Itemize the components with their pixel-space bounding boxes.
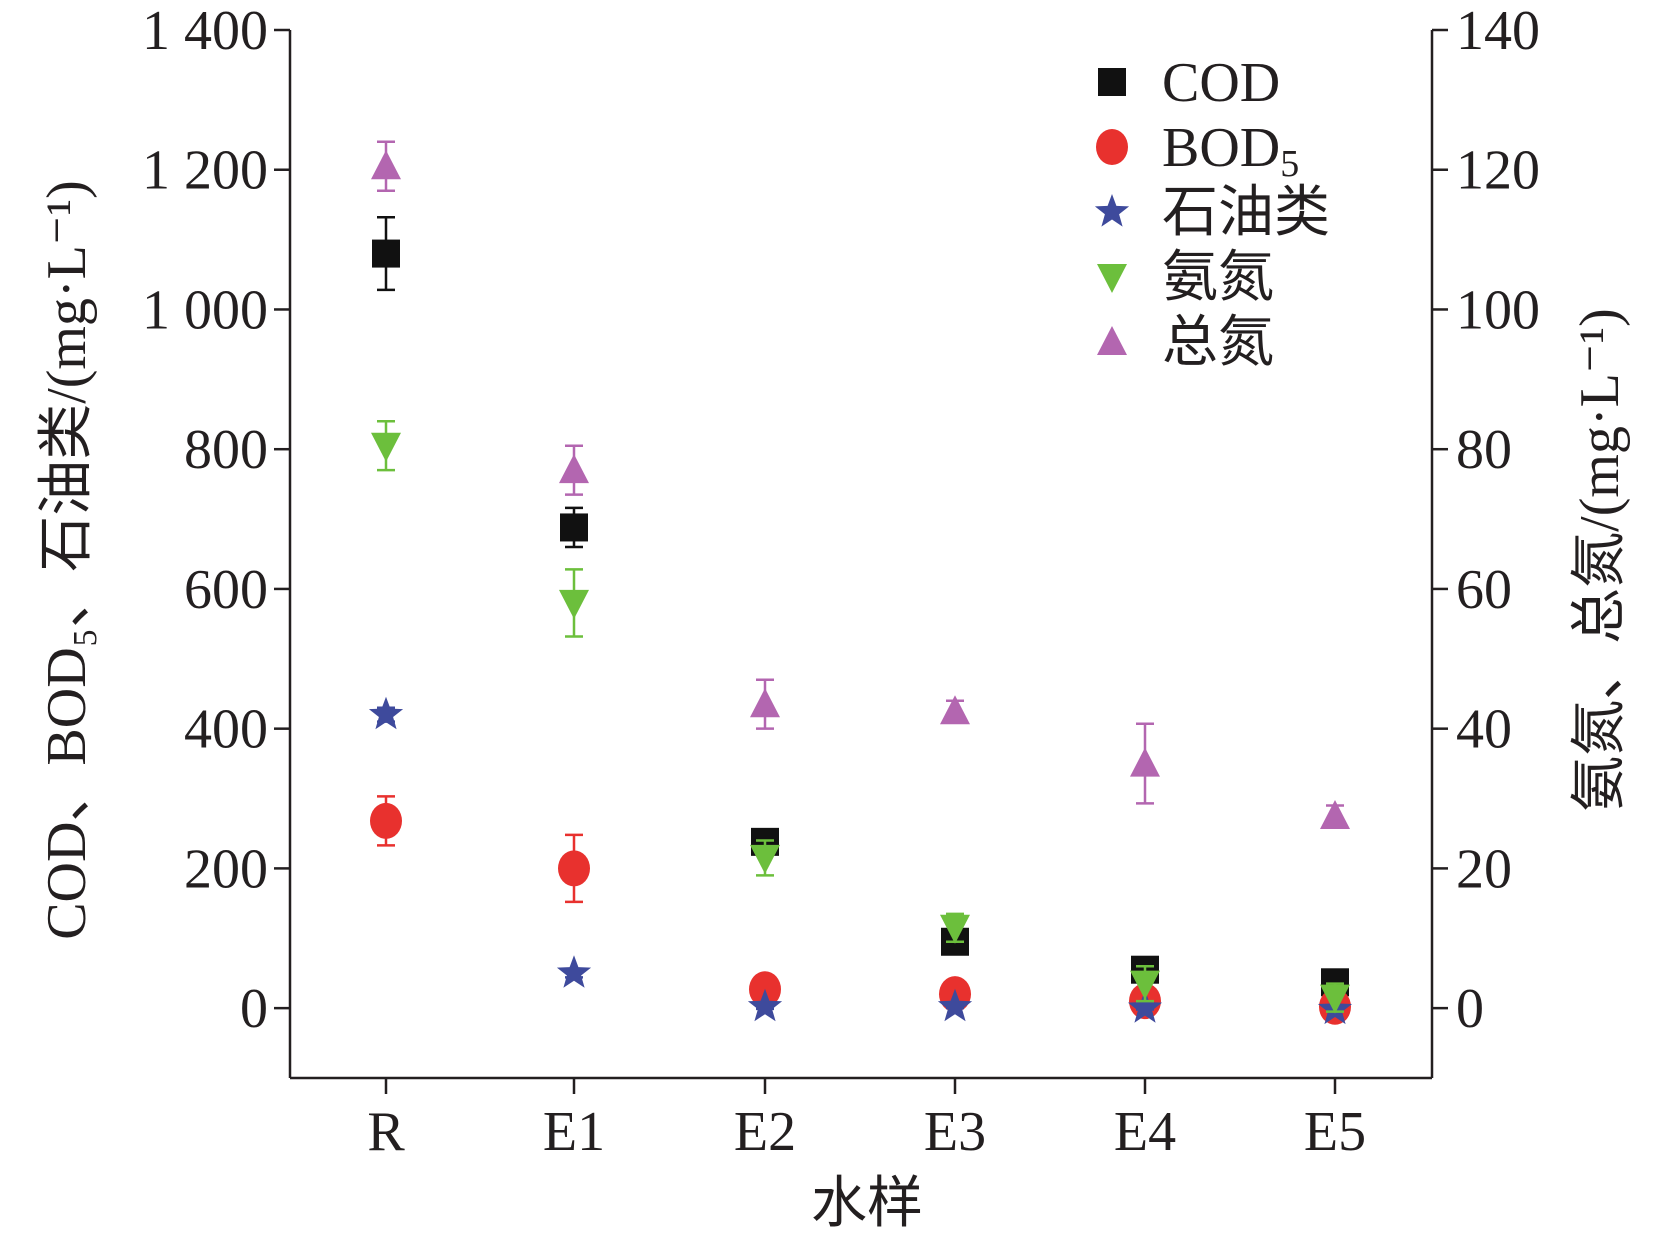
data-point xyxy=(1320,984,1350,1014)
legend-marker xyxy=(1097,264,1127,293)
x-tick-label: E3 xyxy=(924,1101,986,1163)
y-left-tick-label: 800 xyxy=(184,419,268,481)
ticks: 0 200 400 600 800 1 000 1 200 1 400 0 20 40 60 80 100… xyxy=(142,0,1540,1163)
x-tick-label: E5 xyxy=(1304,1101,1366,1163)
legend-label: 石油类 xyxy=(1162,182,1330,244)
data-point xyxy=(1320,800,1350,829)
y-left-tick-label: 1 000 xyxy=(142,279,268,341)
data-point xyxy=(937,988,973,1022)
x-tick-label: E4 xyxy=(1114,1101,1176,1163)
data-point xyxy=(1130,970,1160,1000)
legend-label: BOD5 xyxy=(1162,117,1299,185)
y-right-tick-label: 0 xyxy=(1456,978,1484,1040)
data-point xyxy=(747,988,783,1022)
data-point xyxy=(368,696,404,730)
y-left-tick-label: 0 xyxy=(240,978,268,1040)
y-right-tick-label: 120 xyxy=(1456,140,1540,202)
y-left-tick-label: 1 400 xyxy=(142,0,268,62)
data-point xyxy=(558,850,590,887)
data-point xyxy=(559,589,589,619)
y-right-tick-label: 20 xyxy=(1456,838,1512,900)
series-2 xyxy=(368,696,1353,1025)
data-point xyxy=(371,432,401,462)
legend-label: COD xyxy=(1162,52,1280,114)
legend-label: 总氮 xyxy=(1162,312,1274,374)
data-point xyxy=(372,239,400,268)
legend-marker xyxy=(1094,194,1130,227)
data-point xyxy=(1127,990,1163,1023)
data-point xyxy=(560,513,588,542)
data-point xyxy=(370,802,402,839)
series-1 xyxy=(370,795,1351,1025)
x-tick-label: E1 xyxy=(543,1101,605,1163)
axes xyxy=(288,30,1434,1080)
data-point xyxy=(940,914,970,944)
y-right-tick-label: 80 xyxy=(1456,419,1512,481)
series-4 xyxy=(371,140,1350,829)
data-point xyxy=(556,955,592,988)
y-right-tick-label: 40 xyxy=(1456,699,1512,761)
series-3 xyxy=(371,420,1350,1014)
y-left-tick-label: 400 xyxy=(184,699,268,761)
x-tick-label: E2 xyxy=(734,1101,796,1163)
y-left-tick-label: 200 xyxy=(184,838,268,900)
legend-marker xyxy=(1096,129,1128,165)
data-point xyxy=(750,844,780,874)
data-point xyxy=(371,150,401,180)
y-left-tick-label: 1 200 xyxy=(142,140,268,202)
y-right-tick-label: 100 xyxy=(1456,279,1540,341)
y-right-tick-label: 140 xyxy=(1456,0,1540,62)
y-axis-right-title: 氨氮、总氮/(mg·L⁻¹) xyxy=(1569,308,1631,812)
data-point xyxy=(1130,747,1160,777)
x-axis-title: 水样 xyxy=(811,1173,923,1235)
data-point xyxy=(559,454,589,484)
x-tick-label: R xyxy=(367,1101,405,1163)
y-right-tick-label: 60 xyxy=(1456,559,1512,621)
legend-marker xyxy=(1098,68,1126,96)
legend-marker xyxy=(1097,326,1127,355)
y-axis-left-title: COD、BOD₅、石油类/(mg·L⁻¹) xyxy=(36,180,98,940)
legend-label: 氨氮 xyxy=(1162,247,1274,309)
data-point xyxy=(940,695,970,725)
y-left-tick-label: 600 xyxy=(184,559,268,621)
data-point xyxy=(750,688,780,718)
data-marks xyxy=(368,140,1353,1025)
